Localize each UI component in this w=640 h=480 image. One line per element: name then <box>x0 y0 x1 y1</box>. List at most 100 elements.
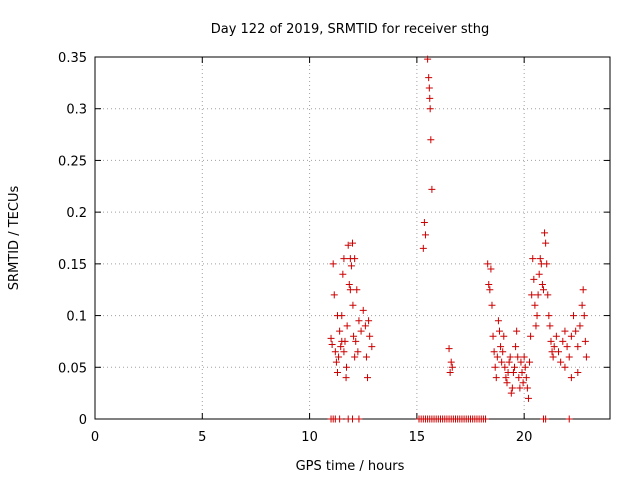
x-tick-label: 15 <box>409 430 426 445</box>
data-point <box>519 379 527 387</box>
grid-lines <box>95 57 610 419</box>
data-point <box>582 353 590 361</box>
x-tick-label: 10 <box>301 430 318 445</box>
data-point <box>565 353 573 361</box>
data-point <box>550 343 558 351</box>
data-point <box>527 332 535 340</box>
data-point <box>332 358 340 366</box>
data-point <box>531 301 539 309</box>
data-point <box>559 337 567 345</box>
data-point <box>337 343 345 351</box>
x-tick-label: 5 <box>198 430 206 445</box>
data-point <box>428 185 436 193</box>
data-point <box>515 374 523 382</box>
data-point <box>534 291 542 299</box>
data-point <box>351 255 359 263</box>
data-point <box>340 348 348 356</box>
data-point <box>542 415 550 423</box>
data-point <box>350 332 358 340</box>
data-point <box>487 265 495 273</box>
data-point <box>484 260 492 268</box>
data-point <box>497 343 505 351</box>
data-point <box>354 348 362 356</box>
data-point <box>544 291 552 299</box>
data-point <box>526 358 534 366</box>
data-point <box>530 275 538 283</box>
data-point <box>512 343 520 351</box>
data-point <box>516 384 524 392</box>
data-point <box>518 368 526 376</box>
data-point <box>489 332 497 340</box>
data-point <box>538 281 546 289</box>
data-point <box>346 286 354 294</box>
data-point <box>446 368 454 376</box>
data-point <box>420 218 428 226</box>
data-point <box>522 374 530 382</box>
y-tick-label: 0.35 <box>58 51 87 66</box>
data-point <box>498 358 506 366</box>
data-point <box>574 368 582 376</box>
data-point <box>488 301 496 309</box>
data-point <box>565 415 573 423</box>
y-tick-label: 0.2 <box>66 206 87 221</box>
data-point <box>342 363 350 371</box>
data-point <box>335 353 343 361</box>
data-point <box>576 322 584 330</box>
data-point <box>521 363 529 371</box>
data-point <box>542 239 550 247</box>
data-point <box>365 317 373 325</box>
data-point <box>579 286 587 294</box>
data-point <box>419 244 427 252</box>
data-point <box>523 384 531 392</box>
data-point <box>574 343 582 351</box>
y-tick-label: 0.3 <box>66 103 87 118</box>
data-point <box>514 353 522 361</box>
data-point <box>552 332 560 340</box>
data-point <box>511 363 519 371</box>
data-point <box>330 291 338 299</box>
data-point <box>339 270 347 278</box>
x-axis-label: GPS time / hours <box>296 459 405 474</box>
data-point <box>482 415 490 423</box>
data-point <box>328 341 336 349</box>
data-point <box>549 353 557 361</box>
data-point <box>502 374 510 382</box>
data-point <box>505 358 513 366</box>
data-point <box>366 332 374 340</box>
data-point <box>495 327 503 335</box>
data-point <box>345 281 353 289</box>
data-point <box>563 343 571 351</box>
data-point <box>509 368 517 376</box>
data-point <box>355 415 363 423</box>
data-point <box>580 312 588 320</box>
data-point <box>368 343 376 351</box>
data-point <box>545 312 553 320</box>
data-point <box>507 389 515 397</box>
data-point <box>425 74 433 82</box>
data-point <box>541 229 549 237</box>
data-point <box>490 348 498 356</box>
data-point <box>426 105 434 113</box>
data-point <box>347 262 355 270</box>
y-tick-label: 0.15 <box>58 258 87 273</box>
data-point <box>327 334 335 342</box>
data-point <box>532 322 540 330</box>
data-point <box>342 374 350 382</box>
data-point <box>547 337 555 345</box>
data-point <box>343 322 351 330</box>
data-point <box>425 84 433 92</box>
data-point <box>340 255 348 263</box>
axis-ticks: 0 5 10 15 20 0 0.05 0.1 0.15 0.2 0.25 0.3 0.35 <box>58 51 610 445</box>
x-tick-label: 0 <box>91 430 99 445</box>
data-point <box>447 358 455 366</box>
data-point <box>500 332 508 340</box>
data-point <box>581 337 589 345</box>
data-point <box>567 332 575 340</box>
y-axis-label: SRMTID / TECUs <box>7 186 22 291</box>
data-point <box>361 322 369 330</box>
chart-title: Day 122 of 2019, SRMTID for receiver sth… <box>211 22 490 37</box>
y-tick-label: 0.25 <box>58 154 87 169</box>
data-point <box>448 363 456 371</box>
data-point <box>567 374 575 382</box>
data-point <box>499 348 507 356</box>
